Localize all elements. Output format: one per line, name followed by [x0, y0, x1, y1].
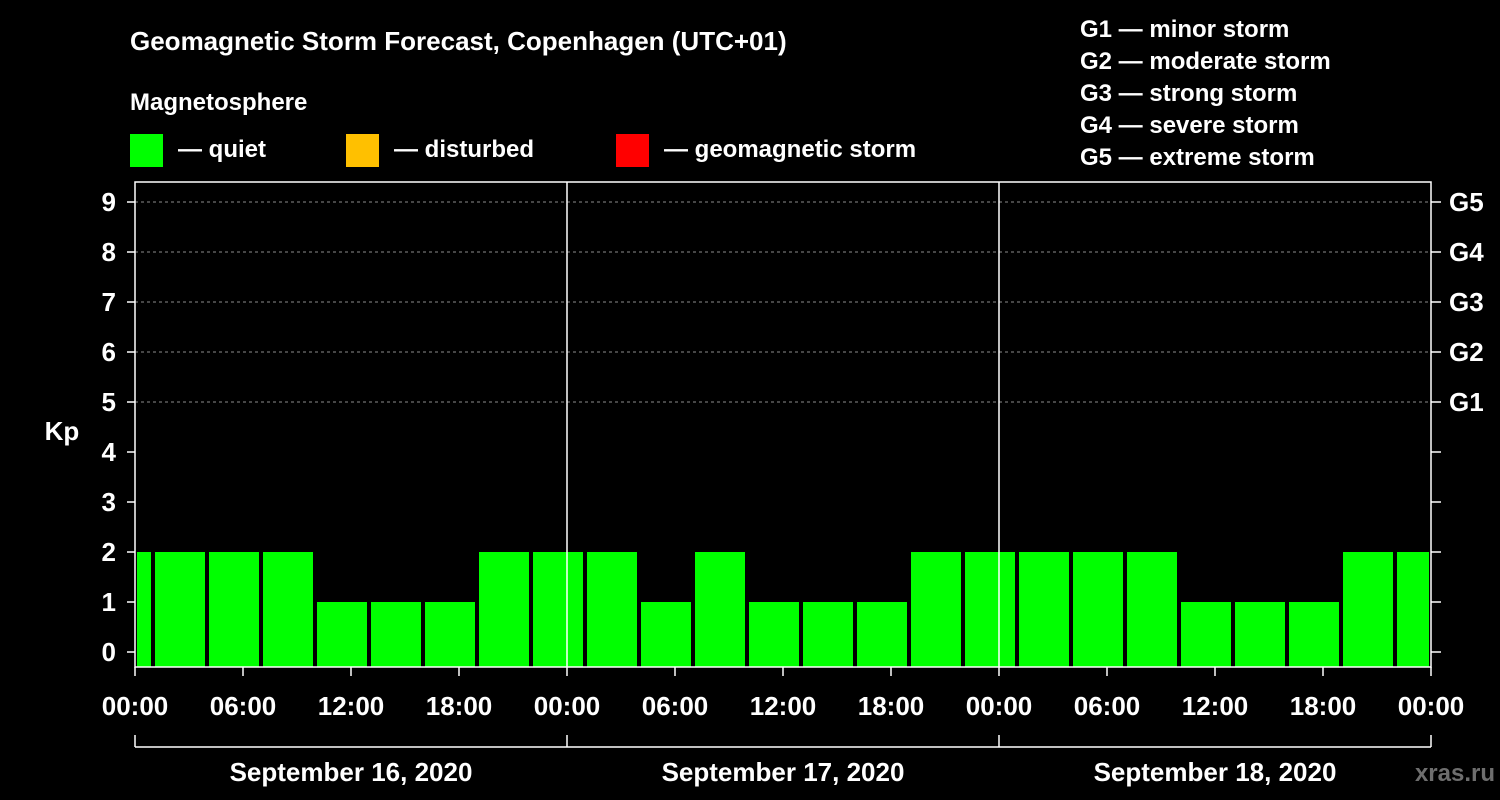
y-tick-label-3: 3 — [102, 487, 116, 517]
x-tick-label-11: 18:00 — [1290, 691, 1357, 721]
kp-bars — [137, 552, 1429, 667]
legend-label-quiet: — quiet — [178, 136, 266, 163]
kp-bar-20 — [1181, 602, 1231, 667]
x-tick-label-6: 12:00 — [750, 691, 817, 721]
kp-bar-0 — [137, 552, 151, 667]
storm-level-ticks: G1 G2 G3 G4 G5 — [1431, 187, 1484, 653]
x-tick-label-4: 00:00 — [534, 691, 601, 721]
storm-level-label-g2: G2 — [1449, 337, 1484, 367]
kp-bar-19 — [1127, 552, 1177, 667]
x-tick-label-3: 18:00 — [426, 691, 493, 721]
storm-level-label-g4: G4 — [1449, 237, 1484, 267]
kp-bar-14 — [857, 602, 907, 667]
storm-scale-g5: G5 — extreme storm — [1080, 144, 1315, 171]
day-label-0: September 16, 2020 — [230, 757, 473, 787]
storm-level-label-g5: G5 — [1449, 187, 1484, 217]
kp-bar-6 — [425, 602, 475, 667]
gridlines — [135, 201, 1431, 403]
storm-level-label-g3: G3 — [1449, 287, 1484, 317]
y-tick-label-6: 6 — [102, 337, 116, 367]
kp-bar-15 — [911, 552, 961, 667]
day-label-2: September 18, 2020 — [1094, 757, 1337, 787]
storm-scale-g4: G4 — severe storm — [1080, 112, 1299, 139]
kp-bar-18 — [1073, 552, 1123, 667]
x-tick-label-5: 06:00 — [642, 691, 709, 721]
storm-scale-list: G1 — minor storm G2 — moderate storm G3 … — [1080, 16, 1331, 171]
day-labels: September 16, 2020 September 17, 2020 Sept… — [134, 735, 1432, 787]
kp-bar-7 — [479, 552, 529, 667]
kp-bar-2 — [209, 552, 259, 667]
kp-bar-5 — [371, 602, 421, 667]
y-tick-label-2: 2 — [102, 537, 116, 567]
x-tick-label-7: 18:00 — [858, 691, 925, 721]
x-tick-label-9: 06:00 — [1074, 691, 1141, 721]
y-tick-label-7: 7 — [102, 287, 116, 317]
y-tick-label-5: 5 — [102, 387, 116, 417]
kp-bar-13 — [803, 602, 853, 667]
storm-scale-g1: G1 — minor storm — [1080, 16, 1289, 43]
legend-swatch-disturbed — [346, 134, 379, 167]
y-tick-label-0: 0 — [102, 637, 116, 667]
x-tick-label-0: 00:00 — [102, 691, 169, 721]
chart-title: Geomagnetic Storm Forecast, Copenhagen (… — [130, 26, 787, 56]
y-tick-label-1: 1 — [102, 587, 116, 617]
x-tick-label-10: 12:00 — [1182, 691, 1249, 721]
kp-bar-1 — [155, 552, 205, 667]
day-label-1: September 17, 2020 — [662, 757, 905, 787]
x-tick-label-12: 00:00 — [1398, 691, 1465, 721]
kp-bar-10 — [641, 602, 691, 667]
y-axis-label: Kp — [45, 416, 80, 446]
kp-bar-24 — [1397, 552, 1429, 667]
kp-bar-16 — [965, 552, 1015, 667]
kp-bar-12 — [749, 602, 799, 667]
storm-scale-g3: G3 — strong storm — [1080, 80, 1297, 107]
legend-label-storm: — geomagnetic storm — [664, 136, 916, 163]
storm-scale-g2: G2 — moderate storm — [1080, 48, 1331, 75]
kp-bar-8 — [533, 552, 583, 667]
x-tick-label-2: 12:00 — [318, 691, 385, 721]
watermark: xras.ru — [1415, 760, 1495, 787]
legend-title: Magnetosphere — [130, 89, 307, 116]
kp-bar-21 — [1235, 602, 1285, 667]
x-tick-label-1: 06:00 — [210, 691, 277, 721]
y-tick-label-8: 8 — [102, 237, 116, 267]
kp-bar-17 — [1019, 552, 1069, 667]
kp-bar-23 — [1343, 552, 1393, 667]
y-tick-label-4: 4 — [102, 437, 117, 467]
x-tick-label-8: 00:00 — [966, 691, 1033, 721]
kp-bar-3 — [263, 552, 313, 667]
status-legend: — quiet — disturbed — geomagnetic storm — [130, 134, 916, 167]
storm-level-label-g1: G1 — [1449, 387, 1484, 417]
kp-bar-4 — [317, 602, 367, 667]
y-axis-ticks: 0 1 2 3 4 5 6 7 8 9 — [102, 187, 135, 667]
kp-bar-22 — [1289, 602, 1339, 667]
y-tick-label-9: 9 — [102, 187, 116, 217]
kp-bar-9 — [587, 552, 637, 667]
legend-label-disturbed: — disturbed — [394, 136, 534, 163]
legend-swatch-storm — [616, 134, 649, 167]
kp-bar-11 — [695, 552, 745, 667]
x-axis-ticks: 00:00 06:00 12:00 18:00 00:00 06:00 12:00 18:00… — [102, 667, 1465, 721]
legend-swatch-quiet — [130, 134, 163, 167]
